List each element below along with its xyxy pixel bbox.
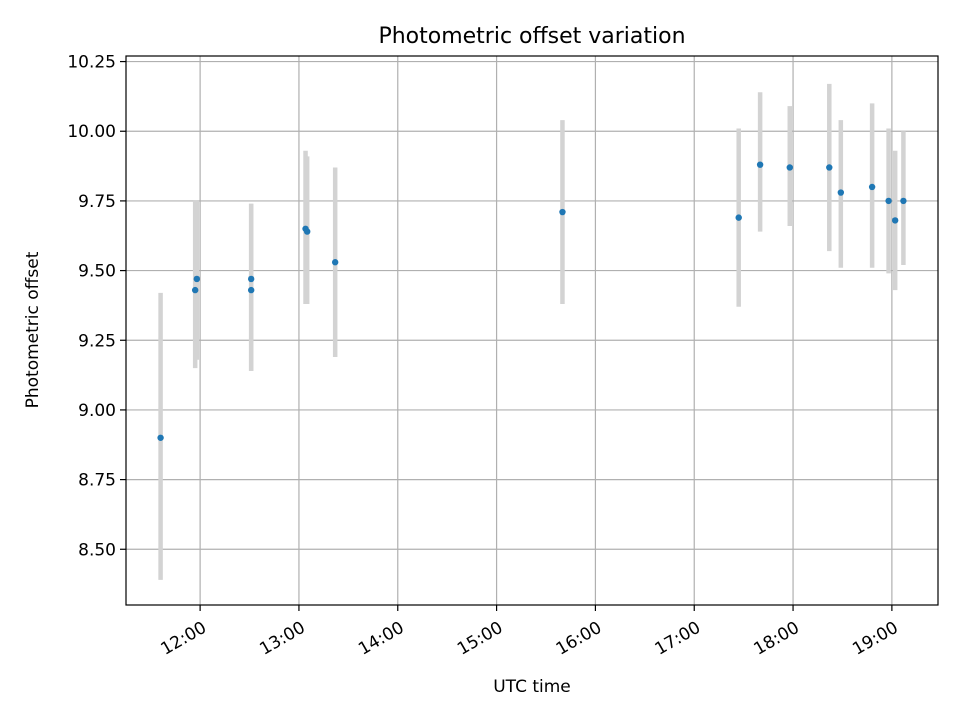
y-tick-label: 10.25 [67, 53, 116, 73]
data-point [331, 259, 339, 266]
data-point [868, 183, 876, 191]
data-point [786, 164, 793, 171]
plot-area-frame [125, 55, 939, 606]
data-point [826, 164, 833, 171]
data-point [191, 286, 199, 294]
data-point [900, 197, 907, 205]
data-points [157, 161, 907, 441]
y-axis-ticks: 8.50 8.75 9.00 9.25 9.50 9.75 10.00 10.25 [67, 53, 126, 560]
y-tick-label: 9.50 [78, 262, 116, 282]
data-point [193, 275, 201, 283]
y-tick-label: 9.75 [78, 192, 116, 212]
y-axis-label: Photometric offset [23, 251, 43, 408]
data-point [247, 286, 255, 294]
y-tick-label: 9.00 [78, 401, 116, 421]
data-point [885, 197, 892, 205]
data-point [837, 189, 845, 196]
grid-lines [126, 56, 938, 605]
data-point [559, 208, 566, 216]
y-tick-label: 10.00 [67, 122, 116, 142]
y-tick-label: 8.75 [78, 471, 116, 491]
y-tick-label: 9.25 [78, 331, 116, 351]
data-point [756, 161, 764, 168]
chart-title: Photometric offset variation [378, 24, 685, 49]
data-point [247, 275, 255, 283]
data-point [157, 434, 164, 441]
data-point [735, 214, 742, 221]
data-point [891, 217, 899, 224]
data-point [303, 228, 311, 235]
y-tick-label: 8.50 [78, 540, 116, 560]
x-axis-label: UTC time [493, 677, 571, 697]
